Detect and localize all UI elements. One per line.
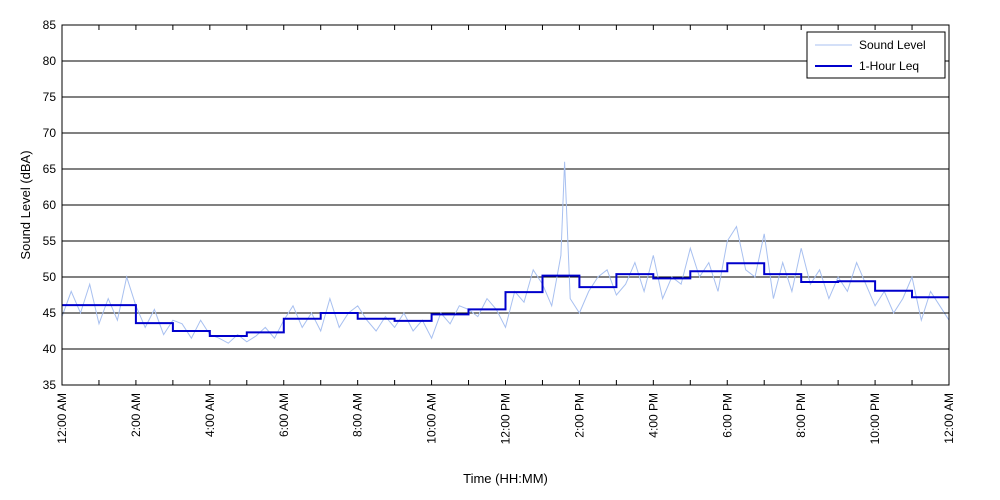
x-axis-title: Time (HH:MM) <box>463 471 548 486</box>
x-tick-label-2: 2:00 AM <box>129 393 143 437</box>
y-tick-label-35: 35 <box>43 378 57 392</box>
tick-labels: 35 40 45 50 55 60 65 70 75 80 85 12:00 AM 2:00 AM 4:0… <box>43 18 956 444</box>
series-1-hour-leq-line <box>62 262 949 337</box>
series-sound-level-line <box>61 161 950 344</box>
legend-box <box>806 31 946 79</box>
legend: Sound Level 1-Hour Leq <box>806 31 946 79</box>
y-tick-label-65: 65 <box>43 162 57 176</box>
x-tick-label-22: 10:00 PM <box>868 393 882 444</box>
y-tick-label-45: 45 <box>43 306 57 320</box>
x-tick-label-14: 2:00 PM <box>572 393 586 438</box>
y-tick-label-75: 75 <box>43 90 57 104</box>
y-tick-label-70: 70 <box>43 126 57 140</box>
y-tick-label-40: 40 <box>43 342 57 356</box>
x-tick-label-18: 6:00 PM <box>720 393 734 438</box>
x-tick-label-0: 12:00 AM <box>55 393 69 444</box>
y-tick-label-55: 55 <box>43 234 57 248</box>
axis-ticks <box>61 24 950 386</box>
x-tick-label-16: 4:00 PM <box>646 393 660 438</box>
x-tick-label-8: 8:00 AM <box>351 393 365 437</box>
series-layer <box>61 161 950 344</box>
y-tick-label-50: 50 <box>43 270 57 284</box>
legend-label-sound-level: Sound Level <box>859 38 926 52</box>
x-tick-label-24: 12:00 AM <box>942 393 956 444</box>
y-tick-label-80: 80 <box>43 54 57 68</box>
x-tick-label-6: 6:00 AM <box>277 393 291 437</box>
legend-label-1-hour-leq: 1-Hour Leq <box>859 59 919 73</box>
x-tick-label-12: 12:00 PM <box>499 393 513 444</box>
x-tick-label-4: 4:00 AM <box>203 393 217 437</box>
x-tick-label-10: 10:00 AM <box>425 393 439 444</box>
x-tick-label-20: 8:00 PM <box>794 393 808 438</box>
grid-lines <box>62 60 949 350</box>
y-tick-label-60: 60 <box>43 198 57 212</box>
y-tick-label-85: 85 <box>43 18 57 32</box>
y-axis-title: Sound Level (dBA) <box>18 150 33 259</box>
